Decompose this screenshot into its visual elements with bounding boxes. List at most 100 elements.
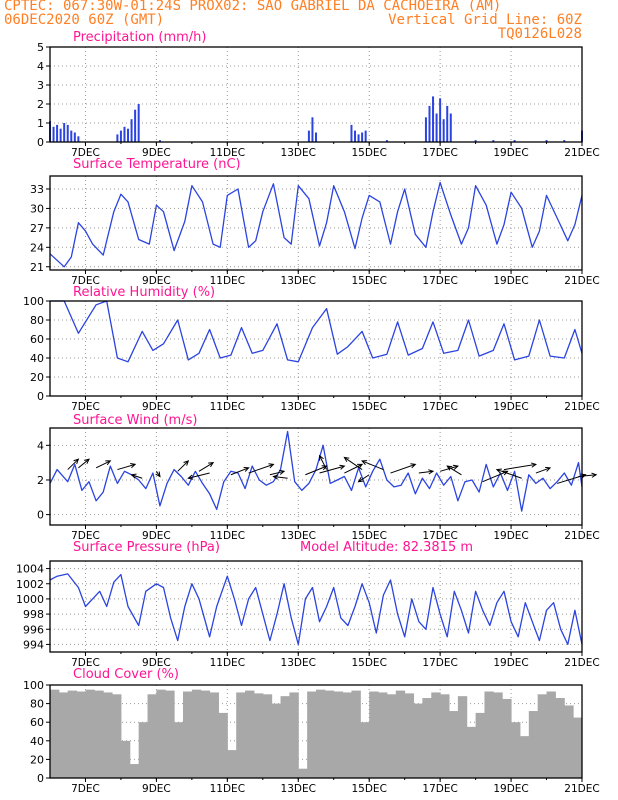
wind-arrow xyxy=(319,455,328,470)
cloud-bar xyxy=(555,698,565,778)
cloud-bar xyxy=(537,694,548,778)
humidity-xtick-label: 21DEC xyxy=(564,401,599,413)
precipitation-xtick-label: 17DEC xyxy=(422,147,457,159)
temperature-panel: 21 24 27 30 33 7DEC 9DEC 11DEC 13DEC 15DEC 17DEC 19… xyxy=(30,157,600,287)
pressure-xtick-label: 13DEC xyxy=(281,657,316,669)
cloud-bar xyxy=(493,692,503,778)
wind-arrow-head xyxy=(187,474,194,480)
precip-bar xyxy=(123,126,126,142)
wind-arrow-head xyxy=(545,466,552,472)
wind-arrow-head xyxy=(502,470,509,476)
humidity-frame xyxy=(49,300,583,397)
cloud-panel: 0 20 40 60 80 100 7DEC 9DEC 11DEC 13DEC 15DEC 17DEC… xyxy=(23,667,600,795)
wind-arrow xyxy=(117,463,136,471)
wind-arrow-head xyxy=(343,456,350,463)
cloud-ytick-label: 0 xyxy=(37,772,44,785)
wind-arrow-head xyxy=(208,462,215,468)
cloud-bar xyxy=(94,690,104,778)
precip-bar xyxy=(492,140,495,142)
precipitation-xtick-label: 19DEC xyxy=(493,147,528,159)
cloud-bar xyxy=(378,692,388,778)
cloud-bar xyxy=(253,693,264,778)
cloud-bar xyxy=(156,689,166,778)
wind-arrow-head xyxy=(279,469,286,475)
temperature-xtick-label: 17DEC xyxy=(422,275,457,287)
precip-bar xyxy=(439,98,442,142)
wind-xtick-label: 15DEC xyxy=(351,530,386,542)
pressure-xtick-label: 17DEC xyxy=(422,657,457,669)
precip-bar xyxy=(63,123,66,142)
cloud-bar xyxy=(147,694,157,778)
temperature-xtick-label: 7DEC xyxy=(71,275,100,287)
cloud-bar xyxy=(103,692,113,778)
cloud-bar xyxy=(351,690,361,778)
precipitation-xtick-label: 11DEC xyxy=(210,147,245,159)
cloud-bar xyxy=(449,711,459,778)
wind-xtick-label: 11DEC xyxy=(210,530,245,542)
pressure-line xyxy=(49,573,583,646)
humidity-xtick-label: 7DEC xyxy=(71,401,100,413)
wind-arrow xyxy=(535,467,551,474)
wind-arrow-head xyxy=(495,468,502,474)
pressure-xtick-label: 11DEC xyxy=(210,657,245,669)
wind-arrow xyxy=(230,467,249,476)
precipitation-xtick-label: 13DEC xyxy=(281,147,316,159)
cloud-bar xyxy=(475,712,485,778)
wind-xtick-label: 13DEC xyxy=(281,530,316,542)
precip-bar xyxy=(56,124,59,142)
precipitation-ytick-label: 1 xyxy=(37,117,44,130)
precipitation-ytick-label: 5 xyxy=(37,41,44,54)
cloud-bar xyxy=(413,703,423,778)
wind-arrow-head xyxy=(243,466,250,472)
pressure-xtick-label: 9DEC xyxy=(142,657,171,669)
wind-arrow-head xyxy=(73,458,80,465)
precipitation-title: Precipitation (mm/h) xyxy=(73,30,206,45)
cloud-bar xyxy=(466,726,477,778)
wind-arrow-head xyxy=(452,464,459,470)
cloud-xtick-label: 9DEC xyxy=(142,783,171,795)
wind-arrow xyxy=(188,472,210,479)
pressure-ytick-label: 1000 xyxy=(16,593,44,606)
precipitation-xtick-label: 9DEC xyxy=(142,147,171,159)
precip-bar xyxy=(364,130,367,142)
cloud-bar xyxy=(404,693,415,778)
wind-arrow xyxy=(446,465,462,476)
precip-bar xyxy=(350,124,353,142)
wind-arrow-head xyxy=(339,464,346,470)
pressure-ytick-label: 996 xyxy=(23,623,44,636)
cloud-xtick-label: 7DEC xyxy=(71,783,100,795)
pressure-ytick-label: 1002 xyxy=(16,578,44,591)
precip-bar xyxy=(70,130,73,142)
humidity-ytick-label: 60 xyxy=(30,333,44,346)
cloud-bar xyxy=(342,692,352,778)
temperature-xtick-label: 19DEC xyxy=(493,275,528,287)
temperature-ytick-label: 27 xyxy=(30,222,44,235)
header-line2-right: Vertical Grid Line: 60Z xyxy=(388,12,582,28)
wind-arrow xyxy=(269,470,285,476)
temperature-xtick-label: 15DEC xyxy=(351,275,386,287)
cloud-bar xyxy=(218,712,228,778)
wind-arrow-head xyxy=(446,465,453,471)
wind-xtick-label: 17DEC xyxy=(422,530,457,542)
cloud-title: Cloud Cover (%) xyxy=(73,667,179,682)
wind-arrow xyxy=(358,474,370,483)
cloud-bar xyxy=(280,696,290,778)
humidity-xtick-label: 11DEC xyxy=(210,401,245,413)
wind-arrow-head xyxy=(130,473,137,479)
wind-arrow xyxy=(248,463,274,474)
cloud-bar xyxy=(333,691,344,778)
wind-arrow-head xyxy=(591,472,598,478)
cloud-bar xyxy=(546,691,556,778)
temperature-xtick-label: 11DEC xyxy=(210,275,245,287)
cloud-xtick-label: 21DEC xyxy=(564,783,599,795)
wind-ytick-label: 4 xyxy=(37,439,44,452)
wind-title: Surface Wind (m/s) xyxy=(73,413,197,428)
humidity-xtick-label: 9DEC xyxy=(142,401,171,413)
cloud-bar xyxy=(422,698,432,778)
wind-arrow xyxy=(78,458,90,469)
wind-arrow xyxy=(418,470,434,474)
wind-arrow-head xyxy=(361,460,368,465)
precip-bar xyxy=(52,126,55,142)
humidity-line xyxy=(50,300,583,363)
